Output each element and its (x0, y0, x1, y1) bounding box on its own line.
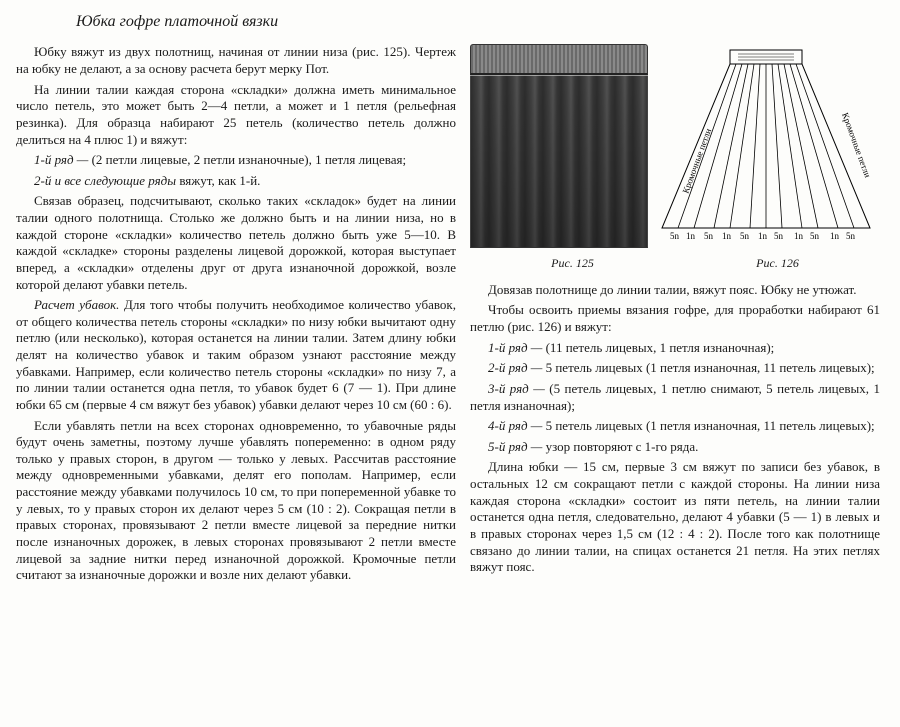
figure-125 (470, 44, 648, 248)
r4-label: 4-й ряд — (488, 418, 542, 433)
right-p2: Чтобы освоить приемы вязания гофре, для … (470, 302, 880, 335)
left-column: Юбку вяжут из двух полотнищ, начиная от … (16, 44, 456, 587)
figure-126: 5n 1n 5n 1n 5n 1n 5n 1n 5n 1n 5n Кромочн… (658, 44, 874, 248)
skirt-body (470, 75, 648, 248)
figures-row: 5n 1n 5n 1n 5n 1n 5n 1n 5n 1n 5n Кромочн… (470, 44, 880, 248)
r1-label: 1-й ряд — (488, 340, 542, 355)
svg-text:1n: 1n (830, 231, 840, 241)
diagram-svg: 5n 1n 5n 1n 5n 1n 5n 1n 5n 1n 5n Кромочн… (658, 44, 874, 244)
svg-text:5n: 5n (846, 231, 856, 241)
row2-text: вяжут, как 1-й. (176, 173, 260, 188)
svg-text:5n: 5n (740, 231, 750, 241)
svg-text:5n: 5n (704, 231, 714, 241)
svg-text:1n: 1n (722, 231, 732, 241)
svg-text:1n: 1n (794, 231, 804, 241)
r1-text: (11 петель лицевых, 1 петля изнаночная); (542, 340, 774, 355)
calc-label: Расчет убавок. (34, 297, 119, 312)
para-sample: Связав образец, подсчитывают, сколько та… (16, 193, 456, 293)
para-decrease: Если убавлять петли на всех сторонах одн… (16, 418, 456, 584)
r4-text: 5 петель лицевых (1 петля изнаночная, 11… (542, 418, 874, 433)
row1-label: 1-й ряд — (34, 152, 88, 167)
row1-text: (2 петли лицевые, 2 петли изнаночные), 1… (88, 152, 406, 167)
right-r3: 3-й ряд — (5 петель лицевых, 1 петлю сни… (470, 381, 880, 414)
r5-text: узор повторяют с 1-го ряда. (542, 439, 698, 454)
n1-label: 1n (686, 231, 696, 241)
right-r5: 5-й ряд — узор повторяют с 1-го ряда. (470, 439, 880, 456)
calc-text: Для того чтобы получить необходимое коли… (16, 297, 456, 412)
caption-126: Рис. 126 (756, 256, 799, 271)
right-column: 5n 1n 5n 1n 5n 1n 5n 1n 5n 1n 5n Кромочн… (470, 44, 880, 587)
svg-text:5n: 5n (774, 231, 784, 241)
para-row1: 1-й ряд — (2 петли лицевые, 2 петли изна… (16, 152, 456, 169)
caption-125: Рис. 125 (551, 256, 594, 271)
right-p1: Довязав полотнище до линии талии, вяжут … (470, 282, 880, 299)
page-title: Юбка гофре платочной вязки (76, 12, 884, 32)
right-r2: 2-й ряд — 5 петель лицевых (1 петля изна… (470, 360, 880, 377)
r3-label: 3-й ряд — (488, 381, 545, 396)
para-calc: Расчет убавок. Для того чтобы получить н… (16, 297, 456, 413)
para-intro: Юбку вяжут из двух полотнищ, начиная от … (16, 44, 456, 77)
n-label: 5n (670, 231, 680, 241)
two-column-layout: Юбку вяжут из двух полотнищ, начиная от … (16, 44, 884, 587)
row2-label: 2-й и все следующие ряды (34, 173, 176, 188)
svg-text:1n: 1n (758, 231, 768, 241)
figure-captions: Рис. 125 Рис. 126 (470, 256, 880, 271)
para-row2: 2-й и все следующие ряды вяжут, как 1-й. (16, 173, 456, 190)
r2-label: 2-й ряд — (488, 360, 542, 375)
right-p3: Длина юбки — 15 см, первые 3 см вяжут по… (470, 459, 880, 575)
svg-text:5n: 5n (810, 231, 820, 241)
r5-label: 5-й ряд — (488, 439, 542, 454)
skirt-waistband (470, 44, 648, 75)
right-r1: 1-й ряд — (11 петель лицевых, 1 петля из… (470, 340, 880, 357)
right-r4: 4-й ряд — 5 петель лицевых (1 петля изна… (470, 418, 880, 435)
para-waist: На линии талии каждая сторона «складки» … (16, 82, 456, 149)
r2-text: 5 петель лицевых (1 петля изнаночная, 11… (542, 360, 874, 375)
